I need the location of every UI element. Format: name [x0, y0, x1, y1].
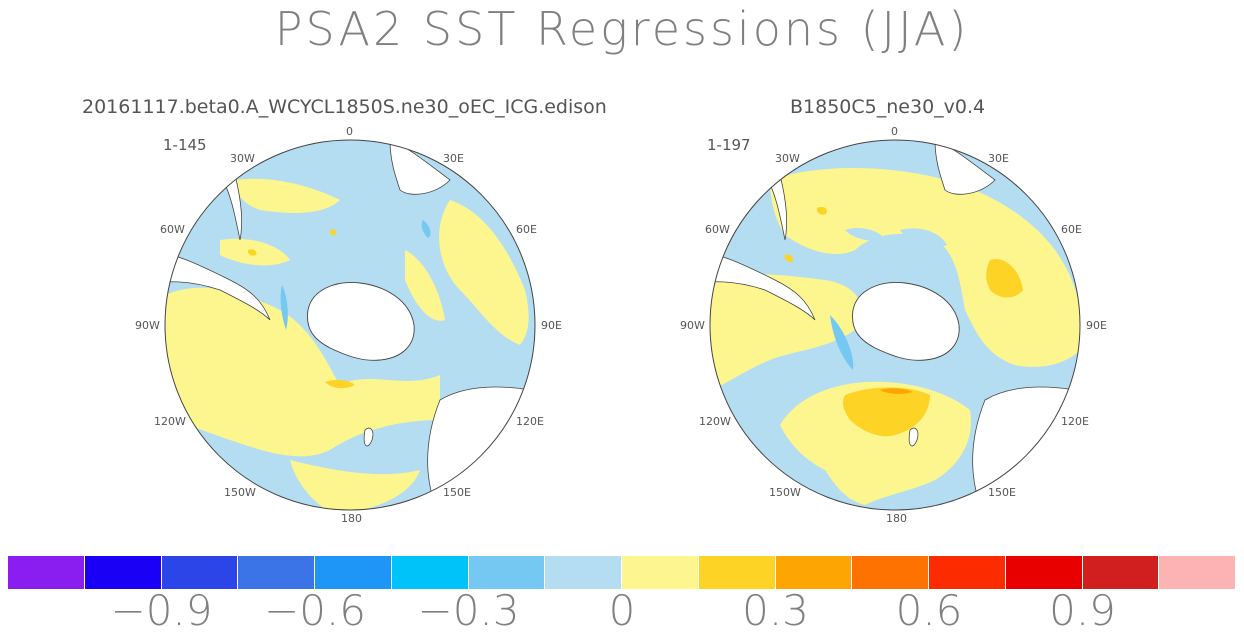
lon-label: 120W	[699, 415, 731, 428]
land-africa	[389, 140, 451, 195]
land-africa	[934, 140, 996, 195]
polar-map-left: 0 30E 60E 90E 120E 150E 180 150W 120W 90…	[135, 125, 562, 525]
lon-label: 60W	[160, 223, 185, 236]
negative-anomaly-spot	[280, 285, 288, 330]
colorbar-tick-label: 0.3	[742, 586, 809, 635]
strong-anomaly-spot	[325, 379, 355, 389]
strong-anomaly-spot	[784, 254, 794, 263]
colorbar-segment	[698, 556, 776, 589]
negative-anomaly-spot	[830, 315, 854, 370]
colorbar	[8, 556, 1236, 589]
colorbar-tick-label: −0.9	[110, 586, 213, 635]
lon-label: 180	[886, 512, 907, 525]
colorbar-segment	[1005, 556, 1083, 589]
strong-anomaly-spot	[247, 249, 257, 256]
lon-label: 150W	[224, 486, 256, 499]
colorbar-segment	[622, 556, 699, 589]
colorbar-segment	[1082, 556, 1160, 589]
positive-anomaly-region	[290, 460, 420, 510]
lon-label: 90W	[680, 319, 705, 332]
strong-anomaly-spot	[816, 206, 827, 215]
positive-anomaly-region	[439, 200, 529, 345]
colorbar-tick-label: 0	[608, 586, 636, 635]
colorbar-tick-label: 0.6	[895, 586, 963, 635]
lon-label: 30W	[230, 152, 255, 165]
colorbar-segment	[8, 556, 85, 589]
lon-label: 60E	[516, 223, 537, 236]
lon-label: 0	[346, 125, 353, 138]
lon-label: 150E	[443, 486, 471, 499]
lon-label: 0	[891, 125, 898, 138]
colorbar-segment	[1159, 556, 1236, 589]
lon-label: 30E	[443, 152, 464, 165]
lon-label: 30E	[988, 152, 1009, 165]
lon-label: 60E	[1061, 223, 1082, 236]
positive-anomaly-region	[235, 178, 340, 213]
colorbar-segment	[315, 556, 392, 589]
colorbar-segment	[468, 556, 546, 589]
land-antarctic-peninsula	[764, 174, 787, 241]
panel-left-subtitle: 20161117.beta0.A_WCYCL1850S.ne30_oEC_ICG…	[82, 96, 607, 118]
lon-label: 150W	[769, 486, 801, 499]
lon-label: 120E	[1061, 415, 1089, 428]
lon-label: 60W	[705, 223, 730, 236]
colorbar-tick-label: 0.9	[1049, 586, 1116, 635]
lon-label: 90E	[541, 319, 562, 332]
land-australia	[427, 386, 535, 510]
lon-label: 90E	[1086, 319, 1107, 332]
very-strong-anomaly-spot	[880, 388, 913, 395]
colorbar-tick-label: −0.3	[417, 586, 520, 635]
positive-anomaly-region	[710, 274, 862, 390]
figure-title: PSA2 SST Regressions (JJA)	[274, 2, 970, 56]
strong-anomaly-region	[842, 387, 930, 437]
negative-anomaly-region	[845, 228, 885, 241]
panel-right-count: 1-197	[707, 136, 751, 154]
colorbar-segment	[545, 556, 622, 589]
land-antarctica	[307, 282, 415, 361]
colorbar-segment	[84, 556, 162, 589]
land-australia	[972, 386, 1080, 510]
positive-anomaly-region	[405, 250, 445, 321]
land-new-zealand	[908, 427, 919, 447]
polar-map-right: 0 30E 60E 90E 120E 150E 180 150W 120W 90…	[680, 125, 1107, 525]
land-antarctica	[852, 282, 960, 361]
panel-right-subtitle: B1850C5_ne30_v0.4	[790, 96, 986, 118]
colorbar-segment	[391, 556, 469, 589]
colorbar-segment	[238, 556, 315, 589]
lon-label: 30W	[775, 152, 800, 165]
positive-anomaly-region	[165, 287, 440, 457]
negative-anomaly-region	[900, 228, 947, 248]
lon-label: 120E	[516, 415, 544, 428]
colorbar-segment	[929, 556, 1006, 589]
negative-anomaly-spot	[421, 220, 431, 238]
colorbar-tick-label: −0.6	[264, 586, 366, 635]
positive-anomaly-region	[770, 168, 1080, 367]
colorbar-segment	[161, 556, 239, 589]
lon-label: 180	[341, 512, 362, 525]
colorbar-segment	[775, 556, 853, 589]
lon-label: 150E	[988, 486, 1016, 499]
land-antarctic-peninsula	[219, 174, 242, 241]
lon-label: 90W	[135, 319, 160, 332]
lon-label: 120W	[154, 415, 186, 428]
strong-anomaly-region	[986, 259, 1023, 298]
colorbar-segment	[852, 556, 929, 589]
strong-anomaly-spot	[329, 229, 337, 236]
land-new-zealand	[363, 427, 374, 447]
panel-left-count: 1-145	[163, 136, 207, 154]
